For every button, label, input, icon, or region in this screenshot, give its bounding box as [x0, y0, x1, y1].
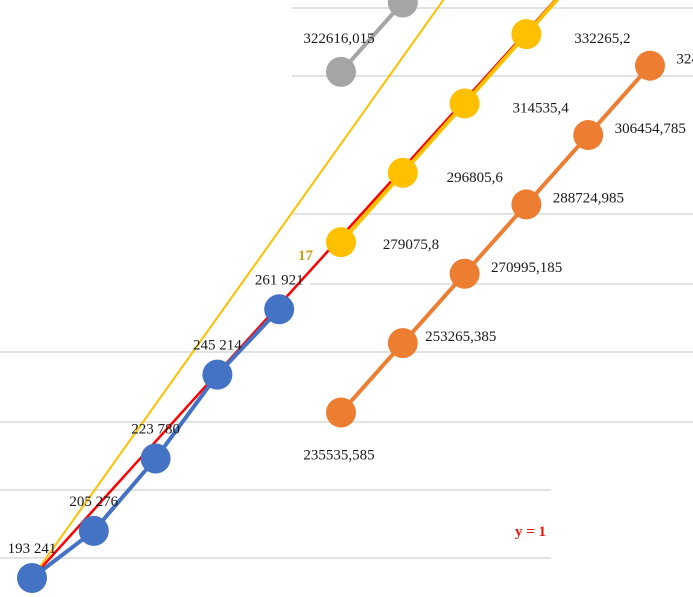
- series-3-point: [387, 157, 418, 188]
- data-label: 332265,2: [574, 31, 630, 47]
- trendline-equations: y = 1 17: [298, 248, 546, 540]
- series-4-point: [387, 0, 418, 18]
- series-4-line: [339, 0, 408, 74]
- trendline-2: [31, 0, 445, 579]
- trendline-equation: 17: [298, 248, 314, 264]
- series-group: [17, 0, 665, 593]
- series-3-line: [339, 0, 560, 244]
- data-label: 306454,785: [615, 121, 686, 137]
- data-label: 279075,8: [383, 237, 439, 253]
- data-label: 223 780: [131, 422, 180, 438]
- data-label: 288724,985: [553, 190, 624, 206]
- data-label: 322616,015: [303, 31, 374, 47]
- data-label: 245 214: [193, 338, 242, 354]
- series-1-point: [202, 359, 233, 390]
- series-1-point: [264, 294, 295, 325]
- series-1-point: [78, 515, 109, 546]
- series-3-point: [326, 227, 356, 258]
- series-2-line: [339, 64, 652, 414]
- series-4-point: [326, 56, 356, 87]
- series-2-point: [449, 258, 480, 289]
- series-1-point: [140, 443, 171, 474]
- data-label: 205 276: [69, 494, 118, 510]
- series-2-point: [511, 189, 542, 220]
- data-label: 261 921: [255, 272, 304, 288]
- data-label: 235535,585: [303, 448, 374, 464]
- data-label: 324184,585: [676, 52, 693, 68]
- series-2-point: [635, 50, 665, 81]
- data-labels: 193 241 205 276 223 780 245 214 261 921 23553…: [8, 31, 693, 557]
- data-label: 193 241: [8, 541, 57, 557]
- series-2-point: [326, 397, 356, 428]
- data-label: 314535,4: [512, 100, 569, 116]
- data-label: 253265,385: [425, 329, 496, 345]
- series-3-point: [511, 19, 542, 50]
- trendline-equation: y = 1: [515, 524, 546, 540]
- series-3-point: [449, 88, 480, 119]
- series-2-point: [387, 328, 418, 359]
- series-2-point: [573, 120, 604, 151]
- data-label: 296805,6: [447, 170, 504, 186]
- series-1-point: [17, 563, 47, 593]
- data-label: 270995,185: [491, 260, 562, 276]
